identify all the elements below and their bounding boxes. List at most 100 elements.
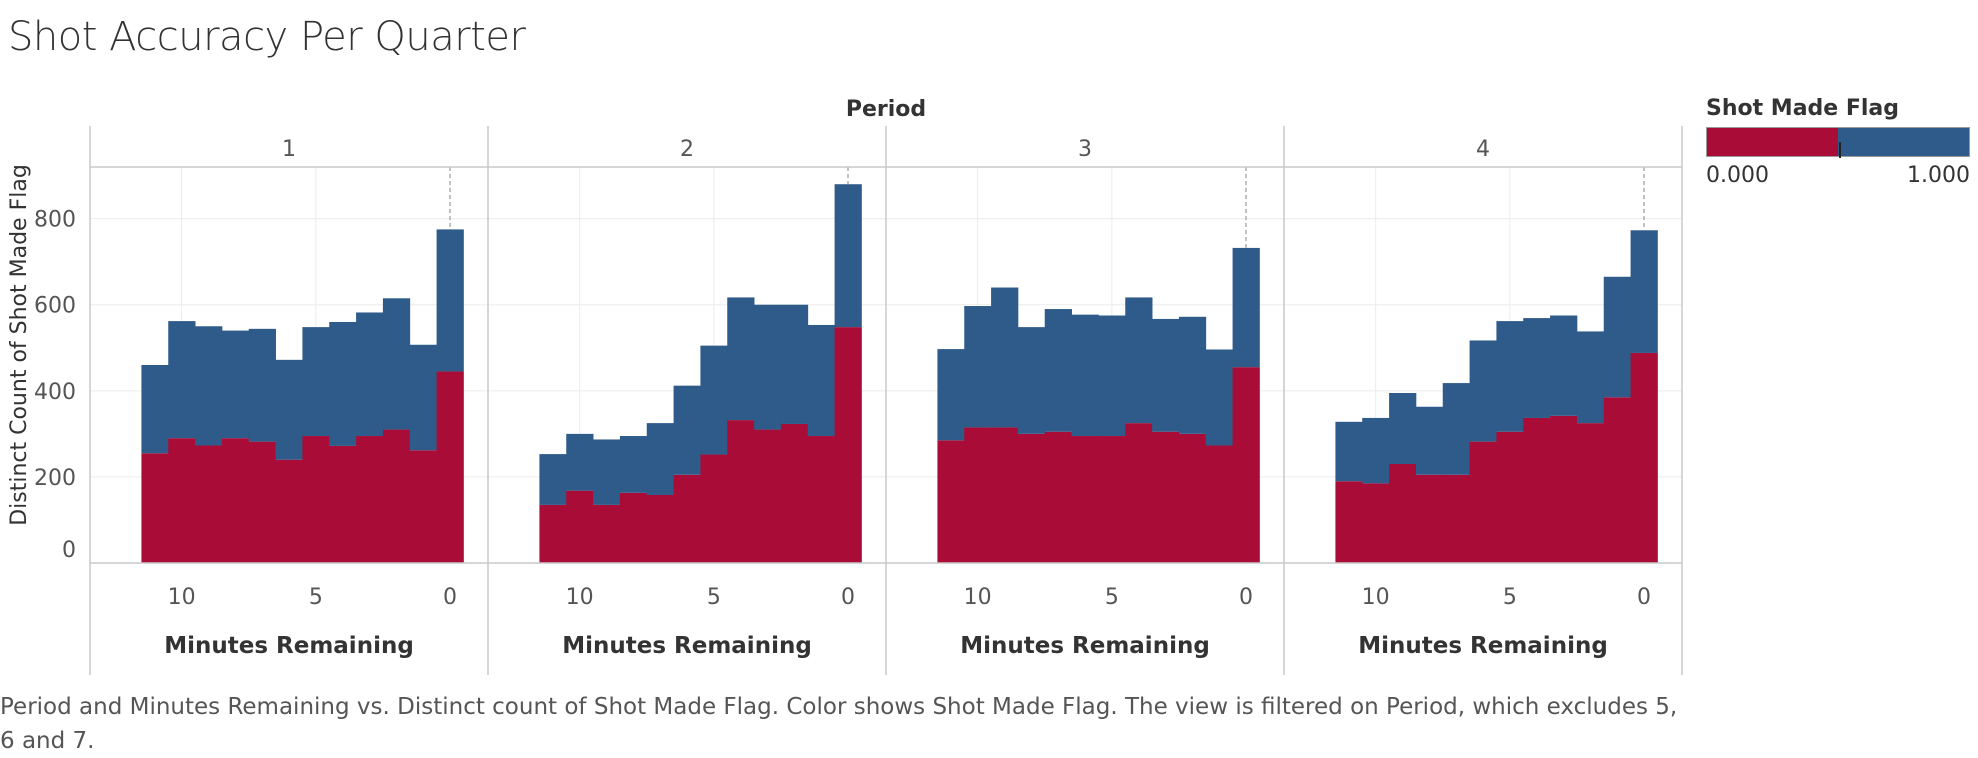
bar-segment-p1-m10-s0	[168, 438, 196, 563]
bar-segment-p4-m4-s1	[1523, 318, 1551, 418]
x-tick-label: 10	[168, 585, 196, 610]
bar-segment-p2-m11-s0	[539, 504, 567, 563]
bar-segment-p1-m2-s1	[382, 298, 411, 430]
x-tick-label: 5	[1105, 585, 1119, 610]
bar-segment-p4-m11-s1	[1335, 421, 1363, 482]
y-tick-label: 0	[62, 538, 76, 563]
bar-segment-p1-m8-s0	[221, 438, 250, 563]
bar-segment-p3-m7-s0	[1044, 431, 1072, 563]
bar-segment-p1-m0-s1	[436, 229, 464, 372]
bar-segment-p3-m4-s0	[1125, 423, 1153, 563]
bar-segment-p4-m7-s1	[1442, 383, 1470, 475]
bar-segment-p3-m11-s1	[937, 349, 965, 441]
bar-segment-p3-m1-s0	[1205, 445, 1233, 563]
bar-segment-p3-m1-s1	[1205, 349, 1233, 446]
bar-segment-p1-m4-s0	[329, 445, 357, 563]
bar-segment-p4-m10-s0	[1362, 483, 1390, 563]
bar-segment-p4-m6-s1	[1469, 340, 1497, 442]
bar-segment-p4-m9-s1	[1389, 392, 1417, 464]
bar-segment-p2-m7-s1	[646, 423, 674, 495]
bar-segment-p4-m2-s0	[1576, 423, 1605, 563]
faceted-bar-chart: Period 1 10 5 0 Minutes Remaining 2 10 5 0 Minutes…	[7, 97, 1683, 675]
bar-segment-p4-m7-s0	[1442, 474, 1470, 563]
bar-segment-p1-m1-s1	[409, 344, 437, 451]
bar-segment-p4-m1-s1	[1603, 276, 1631, 398]
bar-segment-p2-m5-s1	[700, 345, 728, 455]
bar-segment-p2-m10-s1	[566, 433, 594, 491]
bar-segment-p1-m0-s0	[436, 371, 464, 563]
y-tick-label: 600	[34, 294, 76, 319]
bar-segment-p2-m9-s1	[593, 439, 621, 505]
y-tick-label: 800	[34, 208, 76, 233]
x-tick-label: 5	[707, 585, 721, 610]
bar-segment-p3-m0-s0	[1232, 367, 1260, 563]
bar-segment-p4-m2-s1	[1576, 331, 1605, 424]
bar-segment-p2-m6-s1	[673, 385, 701, 475]
bar-segment-p3-m0-s1	[1232, 247, 1260, 368]
bar-segment-p3-m9-s0	[991, 427, 1019, 563]
facet-label-1: 1	[282, 137, 296, 162]
facet-label-2: 2	[680, 137, 694, 162]
bar-segment-p4-m8-s0	[1415, 474, 1444, 563]
bar-segment-p2-m5-s0	[700, 454, 728, 563]
bar-segment-p4-m11-s0	[1335, 481, 1363, 563]
x-tick-label: 10	[964, 585, 992, 610]
y-axis-title: Distinct Count of Shot Made Flag	[7, 164, 32, 526]
bar-segment-p2-m11-s1	[539, 454, 567, 505]
bar-segment-p2-m1-s1	[807, 324, 835, 437]
bar-segment-p4-m0-s0	[1630, 352, 1658, 563]
x-axis-title: Minutes Remaining	[960, 633, 1210, 659]
bar-segment-p1-m3-s1	[356, 312, 384, 437]
bar-segment-p3-m5-s1	[1098, 315, 1126, 437]
bar-segment-p1-m6-s1	[275, 359, 303, 460]
bar-segment-p4-m4-s0	[1523, 417, 1551, 563]
bar-segment-p1-m1-s0	[409, 450, 437, 563]
x-tick-label: 10	[566, 585, 594, 610]
bar-segment-p2-m6-s0	[673, 474, 701, 563]
x-tick-label: 0	[1239, 585, 1253, 610]
chart-caption: Period and Minutes Remaining vs. Distinc…	[0, 694, 1678, 754]
bar-segment-p4-m3-s0	[1550, 415, 1578, 563]
y-tick-label: 200	[34, 466, 76, 491]
bar-segment-p2-m9-s0	[593, 504, 621, 563]
bar-segment-p2-m2-s1	[780, 304, 809, 424]
facet-label-4: 4	[1476, 137, 1490, 162]
bar-segment-p2-m2-s0	[780, 423, 809, 563]
bar-segment-p1-m4-s1	[329, 321, 357, 446]
y-tick-label: 400	[34, 380, 76, 405]
x-tick-label: 5	[1503, 585, 1517, 610]
bar-segment-p3-m3-s1	[1152, 318, 1180, 432]
legend-color-ramp[interactable]	[1706, 127, 1970, 158]
x-tick-label: 0	[1637, 585, 1651, 610]
legend-title: Shot Made Flag	[1706, 96, 1900, 121]
bar-segment-p3-m7-s1	[1044, 309, 1072, 432]
bar-segment-p4-m3-s1	[1550, 315, 1578, 416]
bar-segment-p4-m1-s0	[1603, 397, 1631, 563]
bar-segment-p3-m6-s0	[1071, 436, 1099, 563]
x-tick-label: 10	[1362, 585, 1390, 610]
bar-segment-p3-m11-s0	[937, 440, 965, 563]
bar-segment-p1-m6-s0	[275, 459, 303, 563]
bar-segment-p4-m9-s0	[1389, 464, 1417, 563]
color-legend: Shot Made Flag 0.000 1.000	[1706, 96, 1976, 188]
bar-segment-p1-m9-s1	[195, 326, 223, 446]
bar-segment-p4-m5-s1	[1496, 321, 1524, 432]
bar-segment-p4-m6-s0	[1469, 441, 1497, 563]
bar-segment-p1-m2-s0	[382, 429, 411, 563]
legend-min-label: 0.000	[1706, 163, 1769, 188]
bar-segment-p4-m0-s1	[1630, 230, 1658, 353]
bar-segment-p1-m5-s0	[302, 436, 330, 563]
bar-segment-p4-m5-s0	[1496, 431, 1524, 563]
bar-segment-p3-m8-s1	[1017, 327, 1046, 434]
x-tick-label: 0	[443, 585, 457, 610]
bar-segment-p2-m3-s1	[754, 304, 782, 430]
bar-segment-p2-m4-s1	[727, 297, 755, 421]
chart-title: Shot Accuracy Per Quarter	[8, 14, 526, 60]
bar-segment-p3-m6-s1	[1071, 314, 1099, 437]
bar-segment-p3-m2-s1	[1178, 316, 1207, 434]
bar-segment-p1-m11-s0	[141, 453, 169, 563]
legend-max-label: 1.000	[1907, 163, 1970, 188]
facet-label-3: 3	[1078, 137, 1092, 162]
x-axis-title: Minutes Remaining	[1358, 633, 1608, 659]
bar-segment-p3-m3-s0	[1152, 431, 1180, 563]
